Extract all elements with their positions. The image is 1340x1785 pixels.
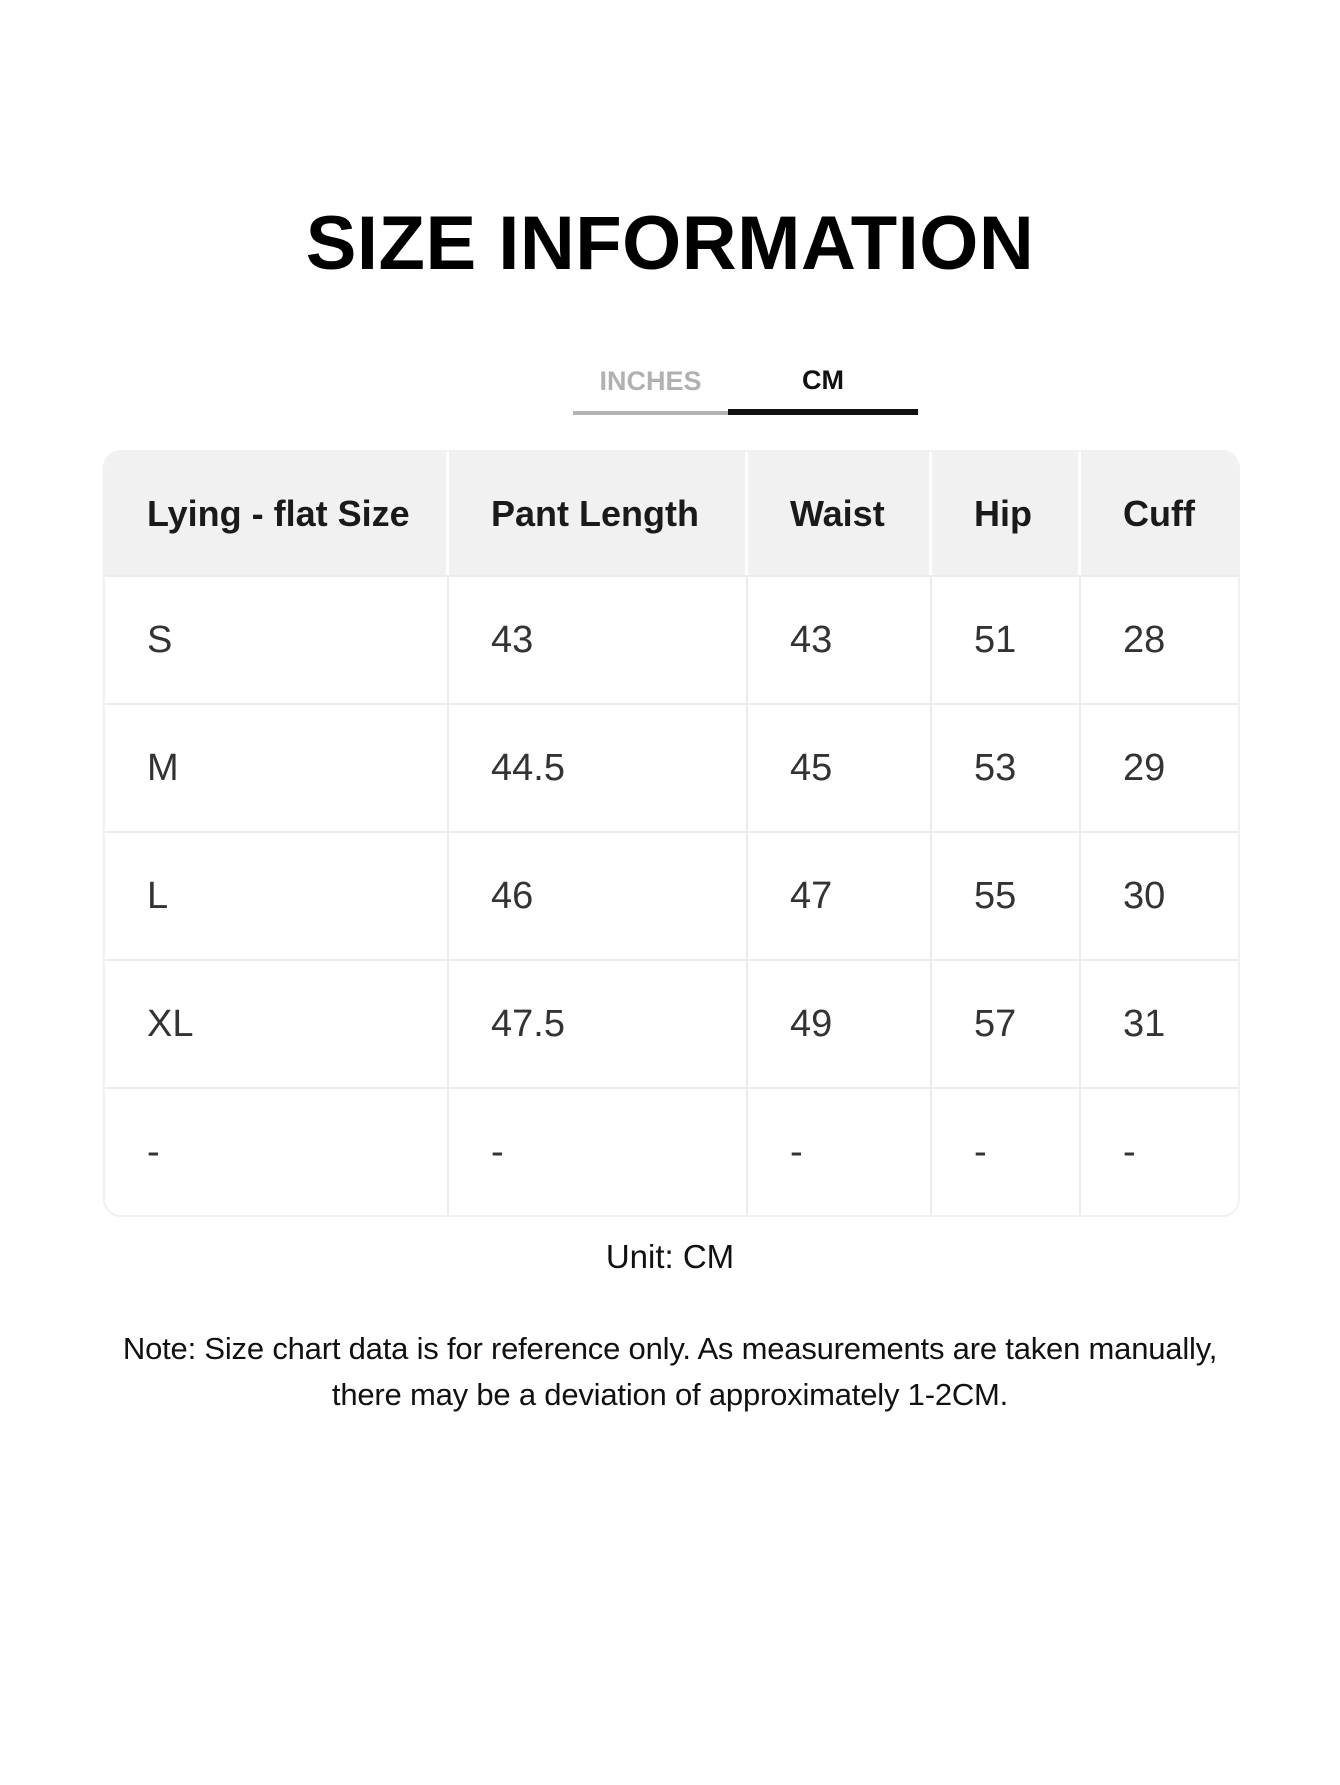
table-row-empty: - - - - - xyxy=(105,1087,1238,1215)
header-cell-pant-length: Pant Length xyxy=(449,452,748,575)
unit-caption: Unit: CM xyxy=(605,1238,735,1275)
cell-hip: 55 xyxy=(932,833,1081,959)
note-text: Note: Size chart data is for reference o… xyxy=(0,1326,1340,1418)
table-row-l: L 46 47 55 30 xyxy=(105,831,1238,959)
cell-waist: - xyxy=(748,1089,932,1215)
cell-pant-length: - xyxy=(449,1089,748,1215)
table-header-row: Lying - flat Size Pant Length Waist Hip … xyxy=(105,452,1238,575)
cell-size: S xyxy=(105,577,449,703)
table-row-xl: XL 47.5 49 57 31 xyxy=(105,959,1238,1087)
cell-waist: 43 xyxy=(748,577,932,703)
cell-size: L xyxy=(105,833,449,959)
table-row-s: S 43 43 51 28 xyxy=(105,575,1238,703)
cell-hip: 51 xyxy=(932,577,1081,703)
cell-cuff: 29 xyxy=(1123,746,1166,789)
cell-waist: 45 xyxy=(748,705,932,831)
cell-pant-length: 44.5 xyxy=(449,705,748,831)
header-cell-cuff: Cuff xyxy=(1123,492,1195,534)
unit-tabs: INCHES CM xyxy=(573,366,918,415)
cell-size: - xyxy=(105,1089,449,1215)
cell-pant-length: 46 xyxy=(449,833,748,959)
tab-cm[interactable]: CM xyxy=(728,366,918,415)
cell-pant-length: 47.5 xyxy=(449,961,748,1087)
cell-size: M xyxy=(105,705,449,831)
size-table: Lying - flat Size Pant Length Waist Hip … xyxy=(103,450,1240,1217)
header-cell-hip: Hip xyxy=(932,452,1081,575)
cell-pant-length: 43 xyxy=(449,577,748,703)
page-title: SIZE INFORMATION xyxy=(305,201,1035,286)
header-cell-size: Lying - flat Size xyxy=(105,452,449,575)
cell-hip: 53 xyxy=(932,705,1081,831)
cell-cuff: 30 xyxy=(1123,874,1166,917)
cell-hip: 57 xyxy=(932,961,1081,1087)
cell-waist: 47 xyxy=(748,833,932,959)
header-cell-waist: Waist xyxy=(748,452,932,575)
tab-inches[interactable]: INCHES xyxy=(573,367,728,415)
cell-cuff: 28 xyxy=(1123,618,1166,661)
cell-hip: - xyxy=(932,1089,1081,1215)
cell-cuff: 31 xyxy=(1123,1002,1166,1045)
note-line-2: there may be a deviation of approximatel… xyxy=(331,1377,1009,1412)
cell-waist: 49 xyxy=(748,961,932,1087)
cell-size: XL xyxy=(105,961,449,1087)
cell-cuff: - xyxy=(1123,1130,1136,1173)
note-line-1: Note: Size chart data is for reference o… xyxy=(122,1331,1218,1366)
table-row-m: M 44.5 45 53 29 xyxy=(105,703,1238,831)
